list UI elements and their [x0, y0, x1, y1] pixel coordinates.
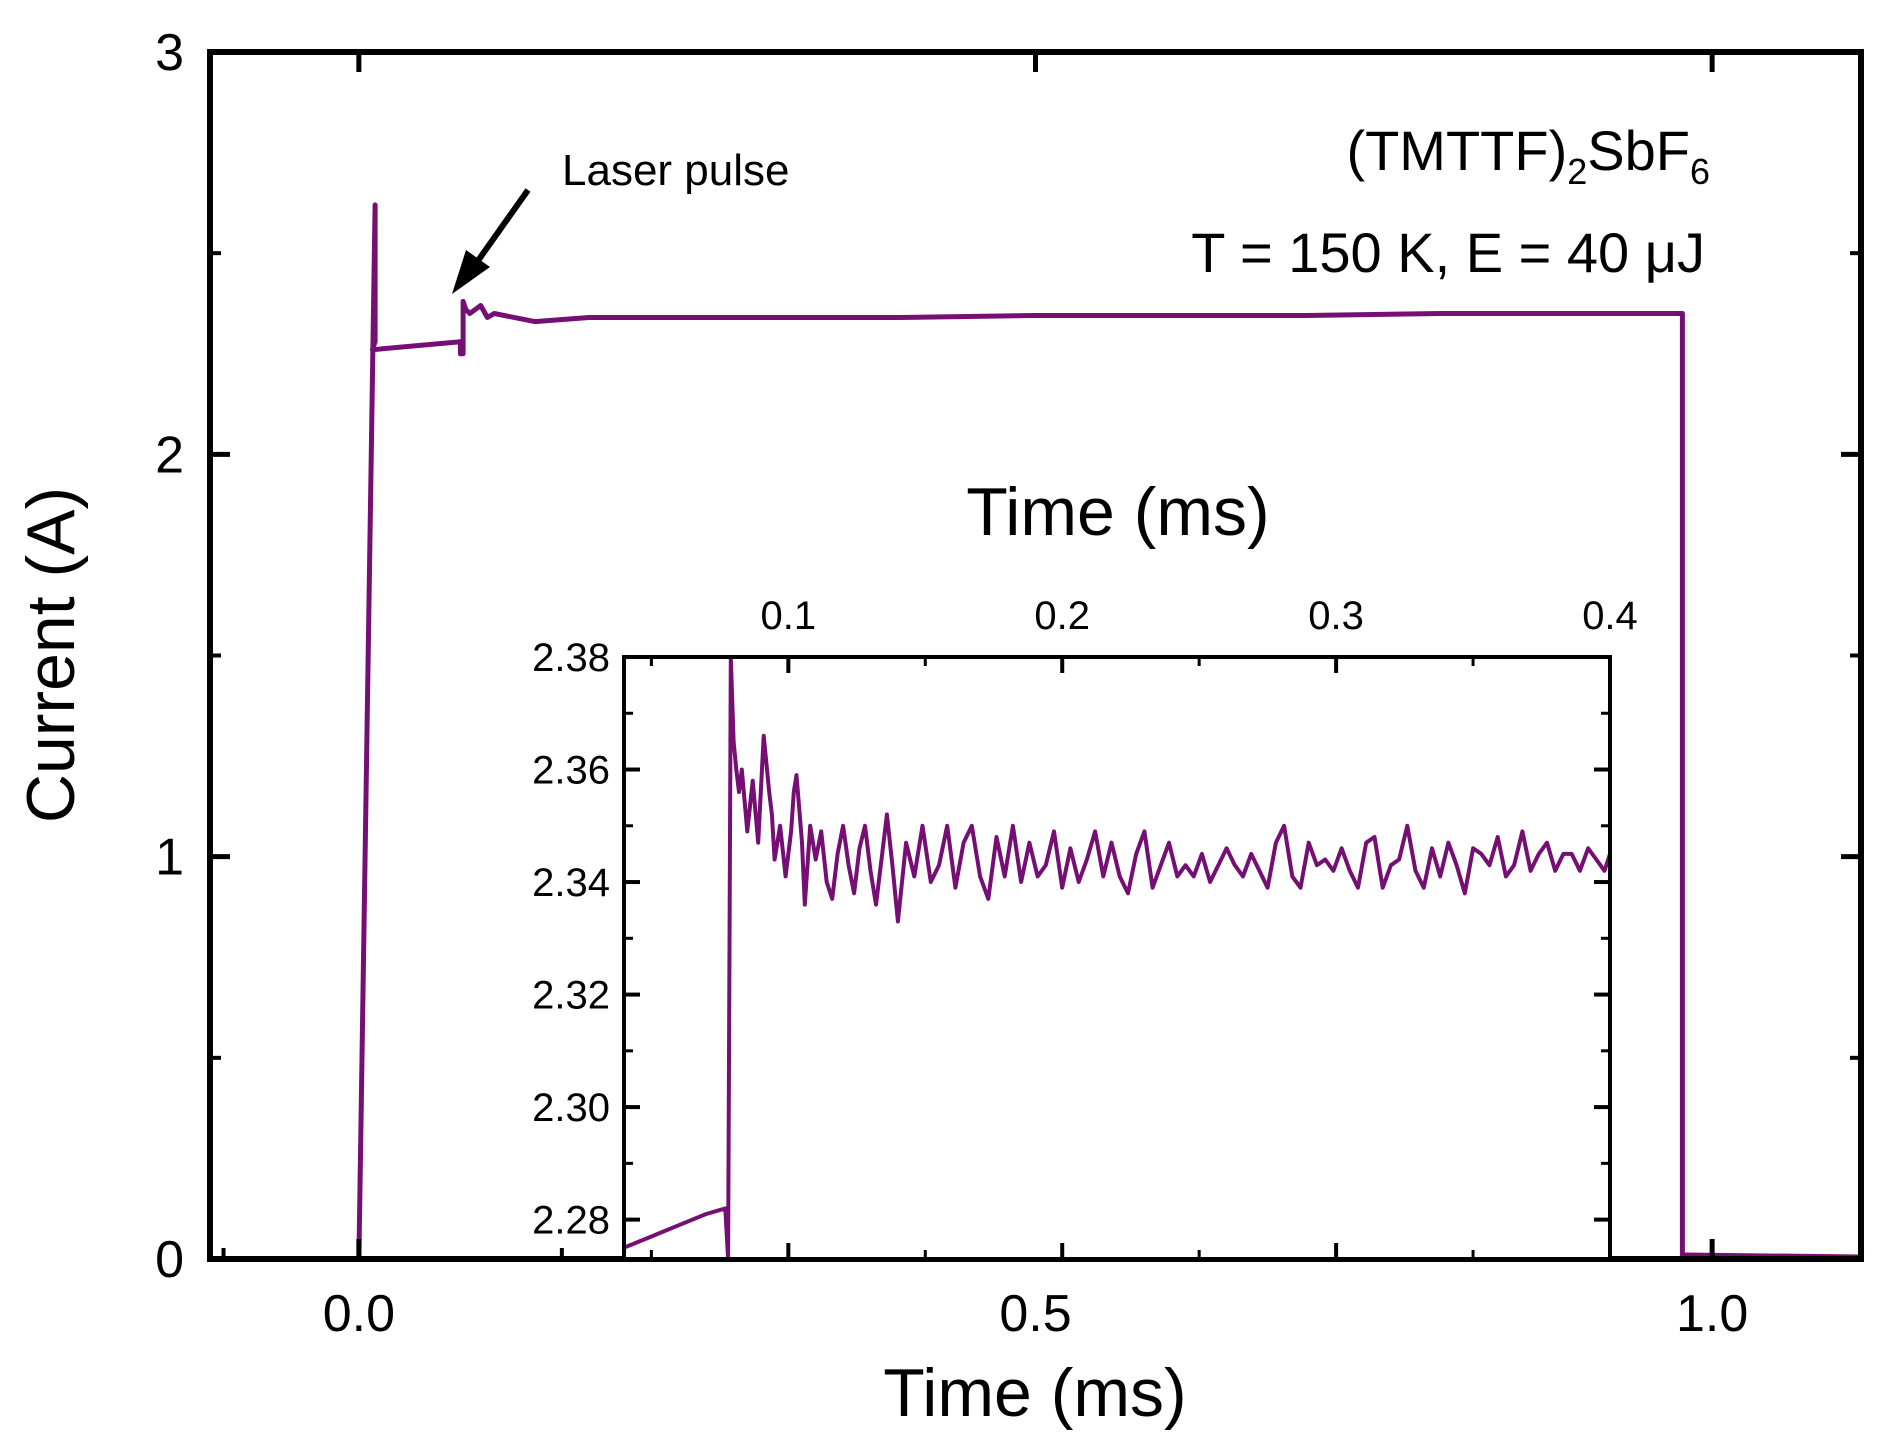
compound-subscript-2: 6: [1690, 151, 1710, 192]
main-x-axis-title: Time (ms): [883, 1355, 1186, 1431]
compound-subscript-1: 2: [1567, 151, 1587, 192]
compound-formula-label: (TMTTF)2SbF6: [1346, 119, 1710, 192]
laser-pulse-label: Laser pulse: [562, 146, 789, 195]
laser-pulse-arrow-head: [452, 250, 490, 294]
inset-x-tick-label-1: 0.2: [1034, 594, 1090, 638]
compound-middle: SbF: [1587, 119, 1690, 182]
main-x-tick-label-2: 1.0: [1676, 1285, 1748, 1343]
inset-x-tick-label-0: 0.1: [761, 594, 817, 638]
compound-prefix: (TMTTF): [1346, 119, 1567, 182]
main-y-tick-label-1: 1: [155, 829, 184, 887]
inset-y-tick-label-1: 2.30: [532, 1086, 610, 1130]
laser-pulse-arrow-icon: [452, 188, 531, 294]
main-x-tick-label-0: 0.0: [323, 1285, 395, 1343]
inset-y-tick-label-5: 2.38: [532, 636, 610, 680]
inset-series-line-0: [624, 657, 1610, 1259]
laser-pulse-arrow-shaft: [467, 188, 531, 274]
main-x-tick-label-1: 0.5: [999, 1285, 1071, 1343]
inset-x-tick-label-3: 0.4: [1582, 594, 1638, 638]
main-y-tick-label-2: 2: [155, 426, 184, 484]
main-tick-labels: 0.0 0.5 1.0 0 1 2 3: [155, 24, 1748, 1343]
inset-x-tick-label-2: 0.3: [1308, 594, 1364, 638]
main-series-line-0: [210, 202, 1862, 1262]
inset-data-layer: [624, 657, 1610, 1259]
inset-plot-frame: [622, 655, 1612, 1261]
inset-y-tick-label-3: 2.34: [532, 861, 610, 905]
inset-plot: 0.1 0.2 0.3 0.4 2.28 2.30 2.32 2.34 2.36 2.38 Tim…: [532, 474, 1638, 1261]
main-data-layer: [210, 202, 1862, 1262]
inset-background: [624, 657, 1610, 1259]
inset-x-axis-title: Time (ms): [966, 474, 1269, 550]
inset-y-tick-label-4: 2.36: [532, 749, 610, 793]
conditions-label: T = 150 K, E = 40 μJ: [1191, 221, 1705, 284]
main-y-tick-label-0: 0: [155, 1231, 184, 1289]
inset-tick-labels: 0.1 0.2 0.3 0.4 2.28 2.30 2.32 2.34 2.36 2.38: [532, 594, 1638, 1243]
inset-axis-ticks: [624, 655, 1612, 1259]
inset-y-tick-label-0: 2.28: [532, 1199, 610, 1243]
main-y-tick-label-3: 3: [155, 24, 184, 82]
inset-y-tick-label-2: 2.32: [532, 974, 610, 1018]
main-y-axis-title: Current (A): [13, 487, 89, 823]
